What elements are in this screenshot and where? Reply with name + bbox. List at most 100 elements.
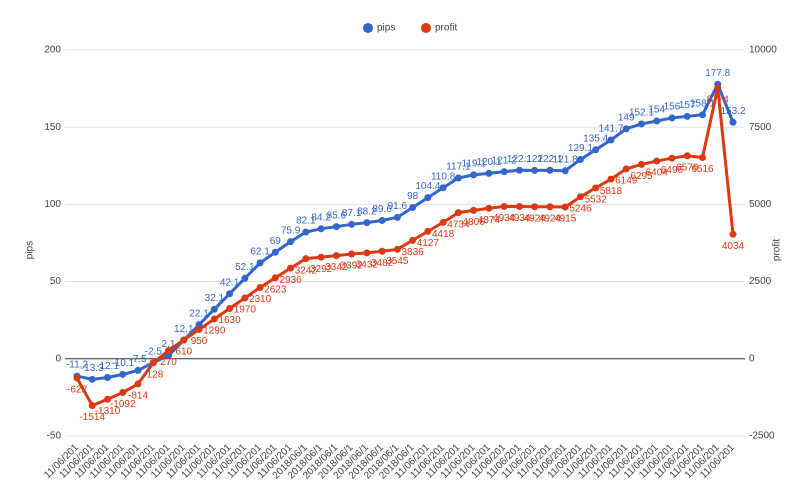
y2-axis-title: profit [772,239,783,261]
data-point [409,236,417,244]
data-label: 82.1 [296,216,316,227]
data-point [363,219,371,227]
data-point [287,264,295,272]
data-label: 2.1 [162,339,176,350]
data-point [317,225,325,233]
data-label: 32.1 [205,293,225,304]
data-point [546,166,554,174]
data-point [210,315,218,323]
data-point [332,223,340,231]
data-label: 89.6 [372,204,392,215]
data-label: 6149 [615,176,638,187]
data-label: -622 [67,385,87,396]
data-label: 122.1 [537,154,562,165]
data-label: 5818 [600,186,623,197]
legend-swatch [421,23,431,33]
data-point [592,184,600,192]
data-label: 117.1 [446,162,471,173]
data-label: 2310 [249,294,272,305]
data-point [134,380,142,388]
data-label: 6404 [646,168,669,179]
data-point [424,227,432,235]
data-label: -10.1 [111,358,134,369]
y-tick-label: 150 [44,122,61,133]
data-label: 2936 [279,275,302,286]
data-point [256,259,264,267]
data-point [332,252,340,260]
data-point [393,245,401,253]
data-point [622,165,630,173]
data-point [393,213,401,221]
data-label: 3342 [325,262,348,273]
y-tick-label: 50 [50,276,62,287]
data-label: 4806 [463,217,486,228]
data-point [668,154,676,162]
data-point [73,374,81,382]
data-label: -2.5 [145,346,163,357]
y-tick-label: 0 [55,353,61,364]
data-point [515,166,523,174]
data-point [165,346,173,354]
data-point [592,146,600,154]
data-point [271,274,279,282]
data-label: 121.8 [553,154,578,165]
data-label: 4874 [478,215,501,226]
data-point [622,125,630,133]
data-label: 110.8 [431,171,456,182]
data-label: 6295 [630,171,653,182]
data-label: 119.1 [462,159,487,170]
data-point [500,202,508,210]
data-point [226,304,234,312]
data-label: 1970 [234,305,257,316]
legend-label: pips [377,23,395,34]
data-point [683,112,691,120]
data-point [637,120,645,128]
data-label: 4034 [722,241,745,252]
data-label: 87.1 [342,208,362,219]
data-point [271,248,279,256]
data-point [470,171,478,179]
data-label: -1310 [95,406,121,417]
data-label: 122.1 [507,154,532,165]
data-point [104,373,112,381]
data-point [454,174,462,182]
data-label: 98 [407,191,419,202]
data-label: 129.1 [568,143,593,154]
data-label: 153.2 [720,106,745,117]
data-label: 4924 [524,213,547,224]
data-point [195,321,203,329]
data-label: 104.4 [415,181,440,192]
data-label: 75.9 [281,225,301,236]
data-label: -128 [143,369,163,380]
data-point [302,255,310,263]
data-point [485,204,493,212]
data-label: 3545 [386,256,409,267]
data-point [653,117,661,125]
data-label: 122 [526,154,543,165]
data-label: 2623 [264,284,287,295]
data-label: 62.1 [250,247,270,258]
data-label: 610 [175,347,192,358]
data-label: 91.6 [388,201,408,212]
data-label: 3432 [356,259,379,270]
data-point [485,169,493,177]
data-point [698,154,706,162]
data-label: -1092 [110,399,136,410]
data-label: 1290 [203,326,226,337]
data-point [119,389,127,397]
data-point [729,118,737,126]
data-label: 4934 [493,213,516,224]
y2-tick-label: 7500 [749,122,772,133]
data-label: 3242 [295,265,318,276]
data-point [500,168,508,176]
data-point [348,220,356,228]
data-label: 69 [270,236,282,247]
data-point [576,155,584,163]
data-point [531,203,539,211]
data-point [88,402,96,410]
data-label: 85.6 [327,210,347,221]
data-label: 158.1 [690,98,715,109]
data-label: 12.1 [174,324,194,335]
data-point [149,359,157,367]
data-point [653,157,661,165]
